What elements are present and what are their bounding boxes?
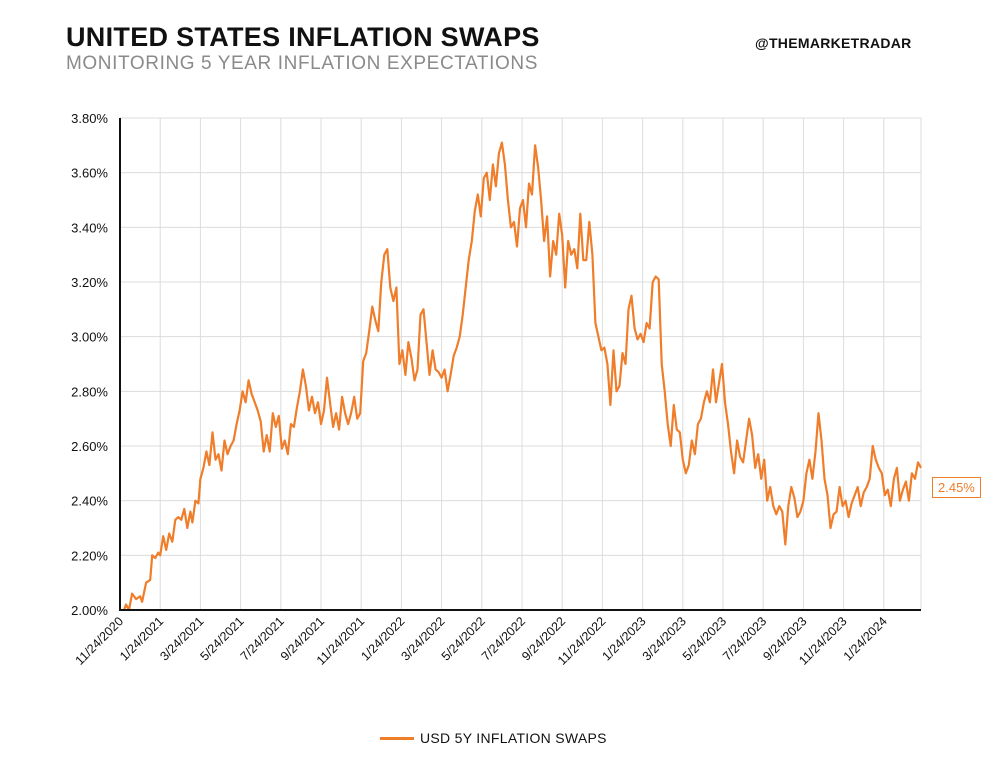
y-tick-label: 3.00% bbox=[71, 330, 108, 345]
chart-subtitle: MONITORING 5 YEAR INFLATION EXPECTATIONS bbox=[66, 53, 538, 74]
series-line-usd-5y-inflation-swaps bbox=[122, 141, 922, 612]
x-tick-label: 1/24/2024 bbox=[841, 614, 890, 663]
y-tick-label: 2.60% bbox=[71, 439, 108, 454]
chart-title: UNITED STATES INFLATION SWAPS bbox=[66, 22, 540, 52]
y-tick-label: 3.20% bbox=[71, 275, 108, 290]
brand-handle: @THEMARKETRADAR bbox=[755, 35, 912, 51]
legend: USD 5Y INFLATION SWAPS bbox=[380, 730, 607, 746]
last-value-badge: 2.45% bbox=[932, 477, 981, 498]
y-tick-label: 3.40% bbox=[71, 220, 108, 235]
y-tick-label: 3.80% bbox=[71, 111, 108, 126]
y-tick-label: 2.40% bbox=[71, 494, 108, 509]
legend-swatch bbox=[380, 736, 414, 740]
y-tick-label: 2.80% bbox=[71, 384, 108, 399]
y-tick-label: 2.00% bbox=[71, 603, 108, 618]
y-axis-ticks: 2.00% 2.20% 2.40% 2.60% 2.80% 3.00% 3.20% 3.40%… bbox=[71, 111, 108, 618]
x-tick-label: 11/24/2020 bbox=[73, 614, 127, 668]
y-tick-label: 3.60% bbox=[71, 166, 108, 181]
legend-label: USD 5Y INFLATION SWAPS bbox=[420, 730, 607, 746]
x-axis-ticks: 11/24/20201/24/20213/24/20215/24/20217/2… bbox=[73, 614, 890, 668]
y-tick-label: 2.20% bbox=[71, 548, 108, 563]
grid bbox=[120, 117, 922, 610]
